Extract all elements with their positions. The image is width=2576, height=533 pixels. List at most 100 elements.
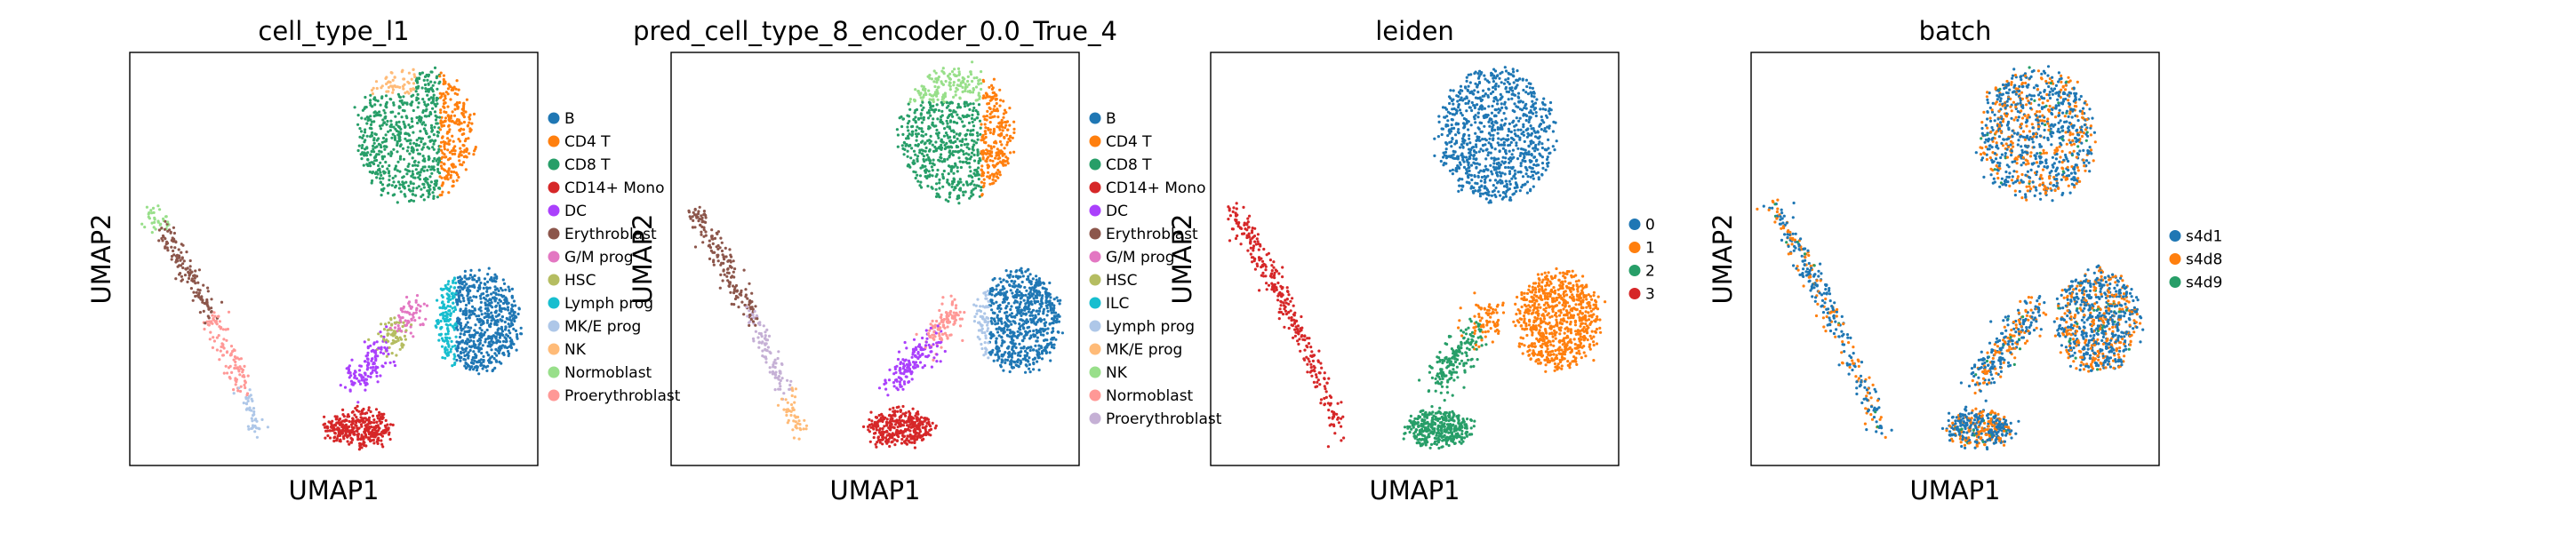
umap-point bbox=[877, 428, 882, 433]
umap-point bbox=[1008, 329, 1012, 332]
umap-point bbox=[225, 351, 228, 354]
umap-point bbox=[971, 179, 974, 183]
umap-point bbox=[873, 432, 876, 435]
umap-point bbox=[156, 204, 160, 208]
umap-point bbox=[379, 374, 382, 378]
umap-point bbox=[514, 314, 517, 318]
umap-point bbox=[990, 298, 994, 302]
umap-point bbox=[488, 342, 492, 346]
umap-point bbox=[950, 185, 954, 188]
umap-point bbox=[972, 124, 976, 128]
umap-point bbox=[988, 182, 992, 186]
umap-point bbox=[391, 194, 395, 197]
umap-point bbox=[914, 88, 917, 91]
umap-point bbox=[420, 147, 424, 151]
umap-point bbox=[954, 93, 957, 97]
umap-point bbox=[773, 388, 777, 392]
umap-point bbox=[243, 383, 246, 387]
umap-point bbox=[436, 102, 439, 106]
umap-point bbox=[387, 191, 390, 195]
umap-point bbox=[497, 293, 500, 297]
umap-point bbox=[969, 73, 973, 76]
umap-point bbox=[899, 409, 902, 412]
umap-point bbox=[487, 359, 491, 362]
umap-point bbox=[916, 155, 920, 158]
umap-point bbox=[1032, 368, 1036, 371]
umap-point bbox=[388, 437, 392, 442]
legend-label: HSC bbox=[564, 272, 596, 290]
umap-point bbox=[983, 341, 987, 345]
umap-point bbox=[1013, 315, 1017, 319]
umap-point bbox=[932, 123, 935, 127]
umap-point bbox=[1033, 334, 1036, 338]
umap-point bbox=[494, 311, 498, 314]
umap-point bbox=[498, 304, 501, 307]
umap-point bbox=[380, 146, 383, 149]
umap-point bbox=[918, 184, 922, 187]
umap-point bbox=[1001, 129, 1004, 132]
umap-point bbox=[410, 103, 413, 107]
umap-point bbox=[190, 270, 194, 274]
umap-point bbox=[979, 305, 982, 308]
umap-point bbox=[978, 119, 982, 123]
umap-point bbox=[462, 299, 466, 303]
umap-point bbox=[722, 269, 725, 273]
umap-point bbox=[995, 97, 998, 100]
umap-point bbox=[913, 421, 916, 425]
umap-point bbox=[487, 266, 491, 270]
umap-point bbox=[1003, 340, 1006, 344]
umap-point bbox=[162, 217, 165, 220]
umap-point bbox=[377, 153, 380, 156]
umap-point bbox=[1018, 342, 1021, 346]
umap-point bbox=[381, 445, 385, 449]
umap-point bbox=[980, 186, 983, 189]
umap-point bbox=[154, 227, 157, 231]
umap-point bbox=[512, 299, 516, 303]
umap-point bbox=[910, 147, 914, 150]
umap-point bbox=[366, 351, 370, 354]
umap-point bbox=[945, 141, 948, 145]
umap-point bbox=[724, 246, 727, 250]
umap-point bbox=[464, 168, 468, 171]
umap-point bbox=[464, 110, 468, 114]
umap-point bbox=[930, 98, 933, 101]
umap-point bbox=[936, 98, 940, 101]
umap-point bbox=[942, 72, 946, 76]
umap-point bbox=[984, 135, 988, 139]
umap-point bbox=[879, 417, 883, 420]
umap-point bbox=[384, 145, 388, 148]
umap-point bbox=[885, 418, 889, 421]
umap-point bbox=[982, 178, 986, 181]
umap-point bbox=[507, 349, 510, 354]
umap-point bbox=[998, 104, 1002, 107]
umap-point bbox=[180, 243, 183, 246]
umap-point bbox=[1015, 291, 1019, 295]
umap-point bbox=[906, 125, 909, 129]
umap-point bbox=[1004, 321, 1007, 324]
umap-point bbox=[403, 193, 406, 196]
umap-point bbox=[942, 100, 946, 104]
umap-point bbox=[467, 298, 470, 302]
umap-point bbox=[944, 79, 948, 84]
umap-point bbox=[920, 127, 924, 131]
umap-point bbox=[1033, 284, 1036, 288]
umap-point bbox=[936, 85, 940, 89]
umap-point bbox=[994, 156, 997, 160]
umap-point bbox=[744, 293, 748, 297]
umap-point bbox=[768, 370, 772, 374]
umap-point bbox=[1001, 285, 1004, 289]
umap-point bbox=[900, 144, 904, 147]
umap-point bbox=[948, 125, 951, 129]
umap-point bbox=[423, 159, 427, 163]
umap-point bbox=[998, 160, 1002, 163]
umap-point bbox=[702, 220, 707, 224]
umap-point bbox=[906, 424, 909, 427]
umap-point bbox=[985, 93, 989, 97]
umap-point bbox=[452, 286, 457, 290]
umap-point bbox=[373, 435, 377, 439]
umap-point bbox=[980, 82, 983, 85]
umap-point bbox=[902, 153, 906, 156]
umap-point bbox=[393, 321, 396, 324]
umap-point bbox=[388, 361, 392, 364]
umap-point bbox=[992, 77, 996, 81]
